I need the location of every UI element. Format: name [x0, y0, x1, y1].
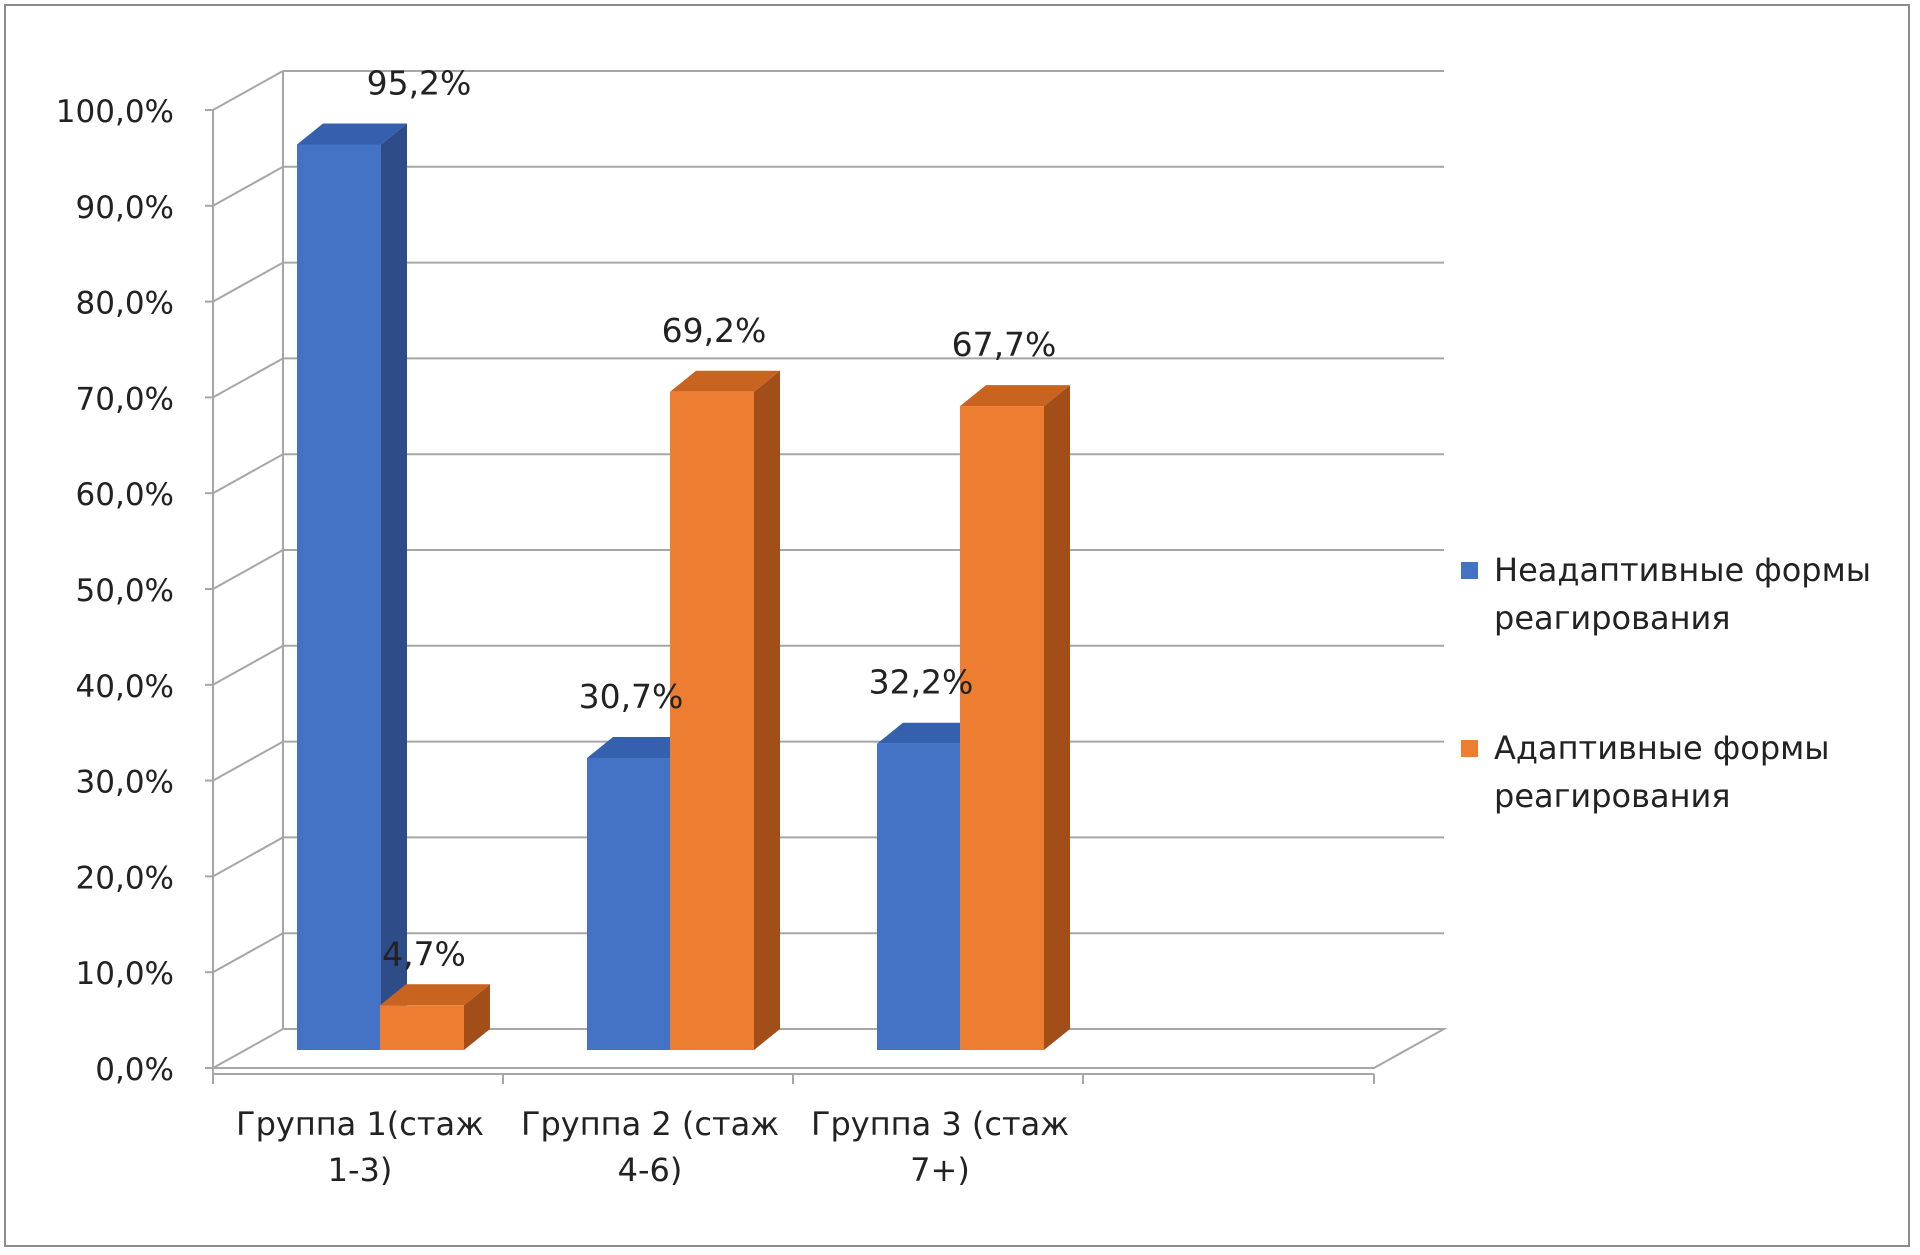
legend-swatch [1461, 562, 1478, 579]
side-gridline [212, 932, 284, 974]
legend-label: Неадаптивные формы реагирования [1494, 551, 1871, 637]
side-gridline [212, 70, 284, 111]
bar-side-face [1044, 385, 1070, 1050]
y-tick-label: 50,0% [76, 573, 174, 609]
legend: Неадаптивные формы реагирования Адаптивные… [1461, 551, 1871, 815]
bars [297, 123, 1070, 1050]
data-labels: 95,2% 30,7% 32,2% 4,7% 69,2% 67,7% [367, 64, 1057, 974]
data-label: 67,7% [952, 325, 1057, 364]
bar [670, 391, 754, 1050]
bar-side-face [381, 123, 407, 1050]
bar-top-face [380, 984, 490, 1006]
bar-side-face [464, 984, 490, 1050]
bar-top-face [960, 385, 1070, 407]
side-gridline [212, 836, 284, 878]
y-tick-label: 100,0% [56, 94, 174, 130]
bar [877, 743, 961, 1050]
side-gridline [212, 644, 284, 686]
side-gridline [212, 357, 284, 399]
data-label: 95,2% [367, 64, 472, 103]
bar-top-face [670, 370, 780, 392]
y-tick-label: 90,0% [76, 190, 174, 226]
y-tick-label: 30,0% [76, 765, 174, 801]
y-tick-label: 40,0% [76, 669, 174, 705]
data-label: 4,7% [382, 934, 466, 973]
bar-top-face [587, 736, 697, 758]
y-tick-label: 70,0% [76, 381, 174, 417]
side-gridline [212, 549, 284, 590]
y-axis-ticks: 0,0% 10,0% 20,0% 30,0% 40,0% 50,0% 60,0% 70,0% 8… [56, 94, 213, 1088]
side-gridline [212, 261, 284, 303]
data-label: 69,2% [662, 311, 767, 350]
bar [297, 144, 381, 1050]
x-category-label: Группа 1(стаж 1-3) [236, 1105, 484, 1189]
bar [587, 757, 671, 1050]
x-axis-ticks: Группа 1(стаж 1-3) Группа 2 (стаж 4-6) Групп… [212, 1074, 1375, 1189]
y-tick-label: 0,0% [95, 1052, 174, 1088]
y-tick-label: 20,0% [76, 860, 174, 896]
gridlines [212, 70, 1444, 974]
x-category-label: Группа 2 (стаж 4-6) [521, 1105, 779, 1189]
side-gridline [212, 165, 284, 207]
y-tick-label: 10,0% [76, 956, 174, 992]
data-label: 30,7% [579, 677, 684, 716]
data-label: 32,2% [869, 663, 974, 702]
bar [380, 1005, 464, 1050]
side-gridline [212, 453, 284, 495]
legend-swatch [1461, 740, 1478, 757]
legend-label: Адаптивные формы реагирования [1494, 729, 1830, 815]
y-tick-label: 60,0% [76, 477, 174, 513]
side-gridline [212, 740, 284, 782]
bar [960, 406, 1044, 1050]
x-category-label: Группа 3 (стаж 7+) [811, 1105, 1069, 1189]
floor-outline [209, 1028, 1448, 1069]
y-tick-label: 80,0% [76, 286, 174, 322]
bar-top-face [297, 123, 407, 145]
bar-top-face [877, 722, 987, 744]
bar-side-face [754, 370, 780, 1050]
